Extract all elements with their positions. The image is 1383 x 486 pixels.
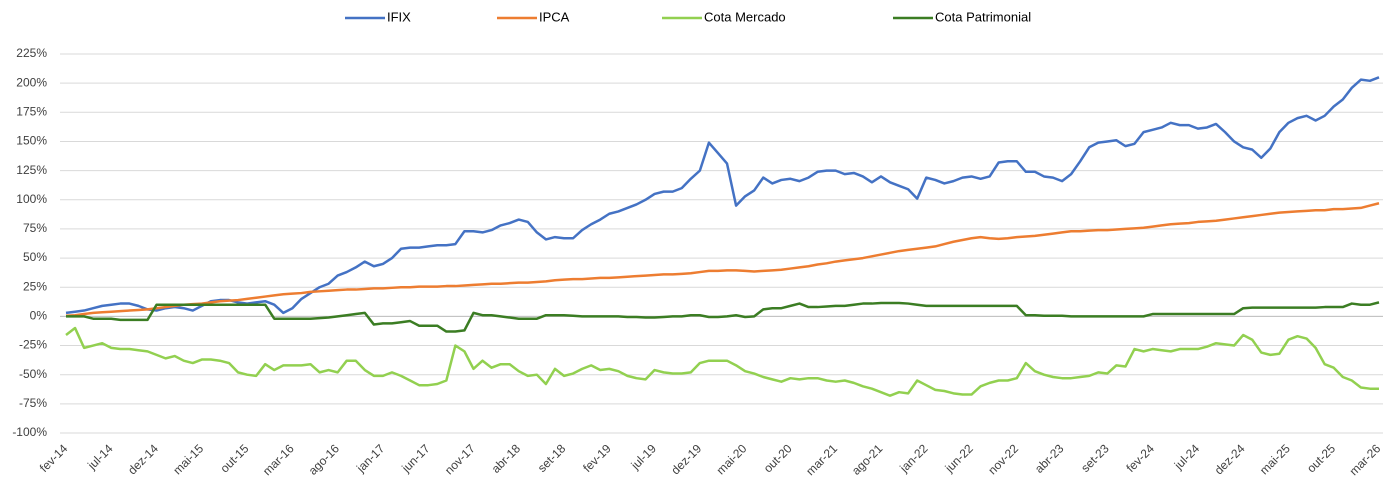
x-tick-label: out-25 <box>1304 441 1338 475</box>
x-tick-label: fev-14 <box>37 441 71 475</box>
y-tick-label: 75% <box>23 221 47 235</box>
legend-label: Cota Patrimonial <box>935 9 1031 24</box>
x-tick-label: ago-21 <box>849 441 886 478</box>
x-tick-label: out-15 <box>218 441 252 475</box>
x-tick-label: fev-24 <box>1123 441 1157 475</box>
y-tick-label: 100% <box>16 192 47 206</box>
legend-label: Cota Mercado <box>704 9 786 24</box>
x-tick-label: jun-22 <box>942 441 976 475</box>
legend-label: IPCA <box>539 9 570 24</box>
y-tick-label: -25% <box>19 338 47 352</box>
x-tick-label: nov-22 <box>985 441 1021 477</box>
x-tick-label: mai-20 <box>714 441 750 477</box>
y-tick-label: 125% <box>16 163 47 177</box>
y-tick-label: 175% <box>16 104 47 118</box>
x-tick-label: jun-17 <box>398 441 432 475</box>
x-tick-label: nov-17 <box>442 441 478 477</box>
x-tick-label: dez-19 <box>668 441 704 477</box>
y-tick-label: 150% <box>16 134 47 148</box>
x-tick-label: abr-23 <box>1032 441 1067 476</box>
x-tick-label: mai-25 <box>1257 441 1293 477</box>
x-tick-label: dez-14 <box>125 441 161 477</box>
x-tick-label: mar-26 <box>1347 441 1383 478</box>
x-tick-label: jan-17 <box>353 441 387 475</box>
y-tick-label: -100% <box>12 425 47 439</box>
y-tick-label: -75% <box>19 396 47 410</box>
x-tick-label: jul-24 <box>1171 441 1203 473</box>
y-tick-label: -50% <box>19 367 47 381</box>
x-tick-label: mai-15 <box>170 441 206 477</box>
x-tick-label: mar-21 <box>803 441 840 478</box>
line-series <box>65 202 1380 318</box>
line-series <box>66 301 1380 333</box>
legend-label: IFIX <box>387 9 411 24</box>
x-tick-label: set-18 <box>535 441 569 475</box>
line-series <box>65 76 1380 315</box>
line-series <box>65 326 1379 397</box>
x-tick-label: out-20 <box>761 441 795 475</box>
y-tick-label: 25% <box>23 279 47 293</box>
y-tick-label: 50% <box>23 250 47 264</box>
x-tick-label: ago-16 <box>306 441 343 478</box>
x-tick-label: jan-22 <box>896 441 930 475</box>
y-tick-label: 225% <box>16 46 47 60</box>
x-tick-label: dez-24 <box>1212 441 1248 477</box>
y-tick-label: 0% <box>30 309 48 323</box>
x-tick-label: fev-19 <box>580 441 614 475</box>
x-tick-label: abr-18 <box>489 441 524 476</box>
x-tick-label: set-23 <box>1078 441 1112 475</box>
x-tick-label: mar-16 <box>260 441 297 478</box>
y-tick-label: 200% <box>16 75 47 89</box>
x-tick-label: jul-19 <box>628 441 660 473</box>
x-tick-label: jul-14 <box>84 441 116 473</box>
